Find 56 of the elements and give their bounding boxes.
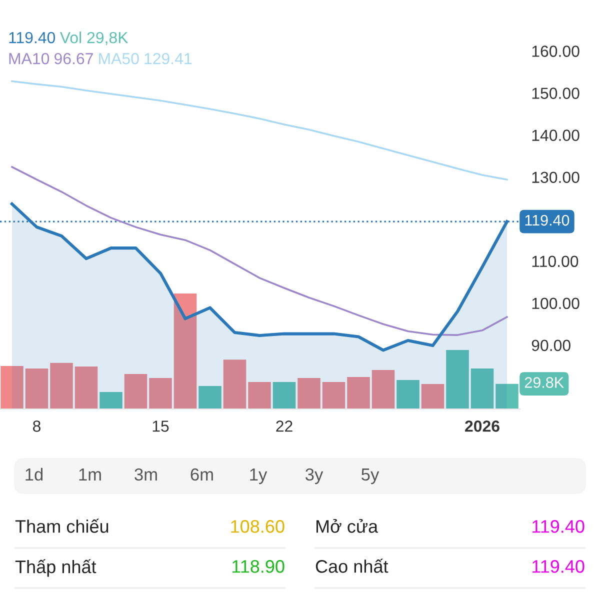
y-tick-label: 90.00 (532, 340, 570, 352)
y-tick-label: 140.00 (532, 130, 580, 141)
line-series (11, 80, 508, 180)
y-tick-label: 160.00 (532, 46, 580, 57)
annotation: 96.67 (54, 52, 93, 64)
text: Cao nhất (316, 558, 388, 573)
y-tick-label: 130.00 (532, 172, 580, 183)
line-series (11, 166, 508, 336)
series-label: MA50 (99, 52, 139, 64)
bar (100, 392, 122, 409)
text: 1y (250, 468, 268, 484)
text: 29.8K (524, 377, 564, 388)
bar (124, 374, 148, 409)
bar (446, 350, 469, 409)
text: 1d (26, 468, 43, 481)
text: 6m (190, 468, 213, 481)
bar (470, 368, 494, 409)
bar (50, 362, 73, 409)
x-tick-label: 22 (276, 420, 292, 432)
bar (372, 370, 395, 409)
bar (248, 382, 271, 409)
text: 119.40 (9, 32, 56, 44)
annotation: 129.41 (144, 52, 192, 64)
text: 3m (134, 468, 157, 481)
text: MA10 (9, 52, 50, 64)
bar (223, 360, 246, 409)
bar (298, 378, 320, 409)
x-tick-label: 8 (33, 420, 40, 432)
text: Tham chiếu (15, 518, 108, 533)
bar (272, 382, 296, 409)
y-tick-label: 110.00 (532, 256, 578, 268)
text: Mở cửa (316, 519, 378, 533)
ref-line-label: 119.40 (525, 214, 570, 226)
bar (396, 380, 420, 409)
y-tick-label: 100.00 (532, 298, 580, 310)
bar (347, 377, 370, 409)
y-tick-label: 150.00 (532, 88, 580, 99)
bar (421, 384, 444, 409)
bar (149, 378, 172, 409)
bar (174, 294, 197, 409)
bar (198, 386, 222, 409)
text: 3y (305, 468, 324, 484)
bar (74, 366, 98, 409)
text: Thấp nhất (15, 559, 96, 577)
x-tick-label: 15 (152, 420, 169, 432)
bar (25, 368, 48, 409)
text: 119.40 (532, 520, 584, 533)
text: 118.90 (232, 560, 284, 573)
text: 1m (79, 468, 101, 480)
bar (322, 382, 346, 409)
x-tick-label: 2026 (465, 420, 500, 432)
text: 108.60 (231, 520, 284, 533)
text: Vol 29,8K (60, 32, 128, 46)
bar (0, 366, 24, 409)
text: 119.40 (532, 560, 584, 573)
text: 5y (362, 468, 380, 484)
